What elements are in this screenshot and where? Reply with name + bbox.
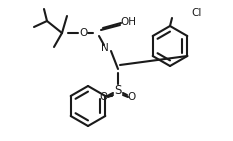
Text: O: O bbox=[128, 92, 136, 102]
Text: Cl: Cl bbox=[191, 8, 201, 18]
Text: O: O bbox=[100, 92, 108, 102]
Text: N: N bbox=[101, 43, 109, 53]
Text: O: O bbox=[79, 28, 87, 38]
Text: S: S bbox=[114, 84, 122, 97]
Text: OH: OH bbox=[120, 17, 136, 27]
